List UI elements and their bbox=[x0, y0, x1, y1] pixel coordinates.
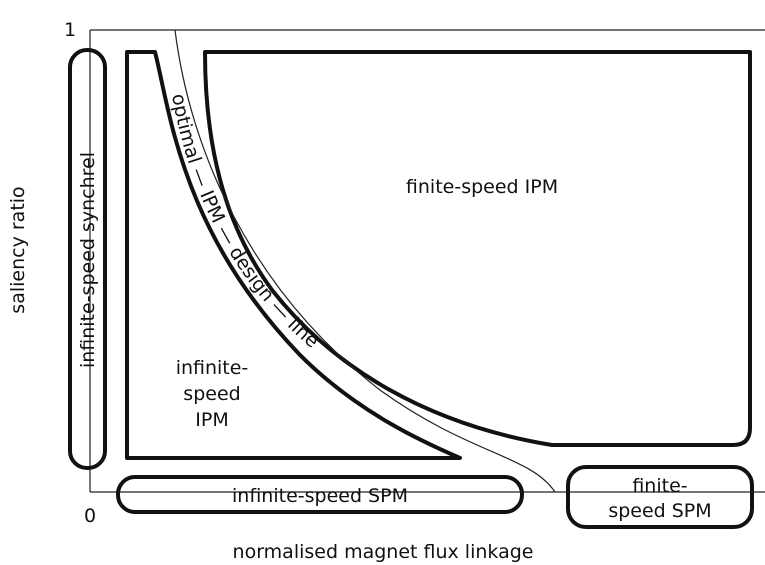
finite-spm-label: finite- bbox=[632, 475, 687, 497]
infinite-ipm-region bbox=[125, 50, 462, 460]
infinite-ipm-label: speed bbox=[183, 383, 240, 405]
design-line bbox=[174, 29, 556, 493]
infinite-ipm-label: infinite- bbox=[176, 357, 249, 379]
y-axis-label: saliency ratio bbox=[7, 186, 29, 313]
y-top-tick: 1 bbox=[64, 19, 76, 41]
finite-ipm-label: finite-speed IPM bbox=[406, 176, 558, 198]
infinite-spm-label: infinite-speed SPM bbox=[232, 485, 408, 507]
synchrel-region bbox=[68, 48, 107, 470]
infinite-ipm-label: IPM bbox=[195, 409, 228, 431]
finite-spm-label: speed SPM bbox=[608, 500, 711, 522]
finite-spm-region bbox=[566, 465, 754, 529]
infinite-spm-region bbox=[116, 475, 524, 514]
origin-tick: 0 bbox=[84, 505, 96, 527]
synchrel-label: infinite-speed synchrel bbox=[77, 152, 99, 368]
x-axis-label: normalised magnet flux linkage bbox=[233, 541, 534, 563]
finite-ipm-region bbox=[203, 50, 752, 447]
